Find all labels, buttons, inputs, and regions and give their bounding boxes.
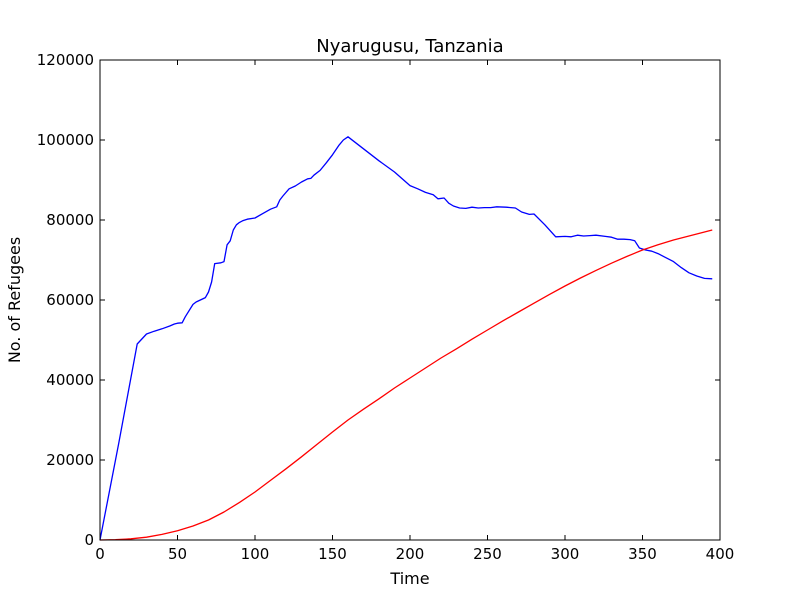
y-tick-label: 20000	[46, 451, 94, 469]
y-tick: 0	[84, 531, 720, 549]
x-tick: 250	[473, 60, 502, 563]
x-tick: 150	[318, 60, 347, 563]
x-tick: 100	[241, 60, 270, 563]
y-tick: 100000	[37, 131, 720, 149]
x-tick: 0	[95, 60, 105, 563]
chart-title: Nyarugusu, Tanzania	[316, 36, 503, 57]
y-tick: 120000	[37, 51, 720, 69]
x-tick-label: 150	[318, 545, 347, 563]
y-tick-label: 80000	[46, 211, 94, 229]
x-axis: 0 50 100 150 200 250 300 350 400	[95, 60, 734, 563]
x-tick: 350	[628, 60, 657, 563]
x-tick-label: 300	[551, 545, 580, 563]
x-tick: 50	[168, 60, 187, 563]
x-axis-title: Time	[389, 569, 429, 588]
x-tick-label: 50	[168, 545, 187, 563]
y-tick-label: 60000	[46, 291, 94, 309]
x-tick-label: 0	[95, 545, 105, 563]
y-tick-label: 120000	[37, 51, 94, 69]
y-axis-title: No. of Refugees	[5, 237, 24, 363]
x-tick: 200	[396, 60, 425, 563]
x-tick: 300	[551, 60, 580, 563]
series-line-2	[99, 229, 713, 541]
series-line-1	[99, 136, 713, 541]
y-tick-label: 0	[84, 531, 94, 549]
x-tick: 400	[706, 60, 735, 563]
y-tick-label: 100000	[37, 131, 94, 149]
x-tick-label: 350	[628, 545, 657, 563]
y-tick: 40000	[46, 371, 720, 389]
y-tick: 60000	[46, 291, 720, 309]
y-tick: 20000	[46, 451, 720, 469]
x-tick-label: 100	[241, 545, 270, 563]
y-tick-label: 40000	[46, 371, 94, 389]
y-tick: 80000	[46, 211, 720, 229]
x-tick-label: 250	[473, 545, 502, 563]
series-layer	[99, 136, 713, 541]
x-tick-label: 200	[396, 545, 425, 563]
x-tick-label: 400	[706, 545, 735, 563]
y-axis: 0 20000 40000 60000 80000 100000 120000	[37, 51, 720, 549]
